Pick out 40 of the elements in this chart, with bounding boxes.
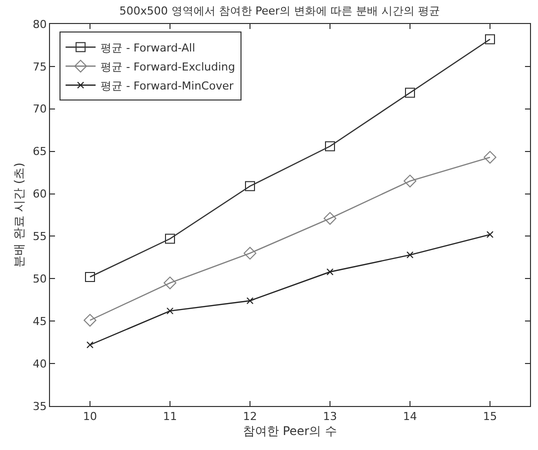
point (246, 297, 254, 304)
y-tick-label: 65 (32, 145, 47, 158)
point (244, 246, 256, 260)
y-tick-label: 75 (32, 60, 47, 74)
legend-label: 평균 - Forward-MinCover (100, 79, 234, 92)
point (166, 307, 174, 314)
point (324, 212, 336, 225)
y-tick-label: 40 (32, 357, 47, 370)
x-tick-label: 14 (403, 410, 417, 424)
x-tick-label: 11 (163, 410, 177, 424)
point (404, 174, 416, 188)
y-tick-label: 55 (32, 230, 47, 244)
point (406, 251, 414, 258)
y-tick-label: 70 (32, 102, 47, 116)
point (405, 88, 415, 98)
x-axis-title: 참여한 Peer의 수 (242, 424, 338, 438)
legend-label: 평균 - Forward-All (100, 41, 196, 54)
point (486, 231, 494, 238)
point (325, 141, 335, 152)
point (484, 150, 496, 164)
y-tick-label: 35 (32, 400, 47, 413)
x-tick-label: 10 (83, 410, 97, 424)
legend-label: 평균 - Forward-Excluding (100, 60, 236, 74)
x-tick-label: 15 (483, 410, 497, 424)
point (164, 276, 176, 290)
y-tick-label: 60 (32, 188, 47, 201)
point (326, 268, 334, 276)
point (245, 181, 255, 192)
y-tick-label: 50 (32, 272, 47, 286)
point (485, 34, 495, 44)
chart-title: 500x500 영역에서 참여한 Peer의 변화에 따른 분배 시간의 평균 (119, 4, 440, 18)
y-tick-label: 45 (32, 314, 47, 328)
x-tick-label: 13 (323, 410, 337, 424)
point (85, 272, 95, 282)
point (86, 341, 94, 348)
x-tick-label: 12 (243, 410, 257, 424)
point (84, 314, 96, 327)
point (165, 234, 175, 244)
y-tick-label: 80 (32, 18, 47, 31)
y-axis-title: 분배 완료 시간 (초) (12, 162, 26, 268)
